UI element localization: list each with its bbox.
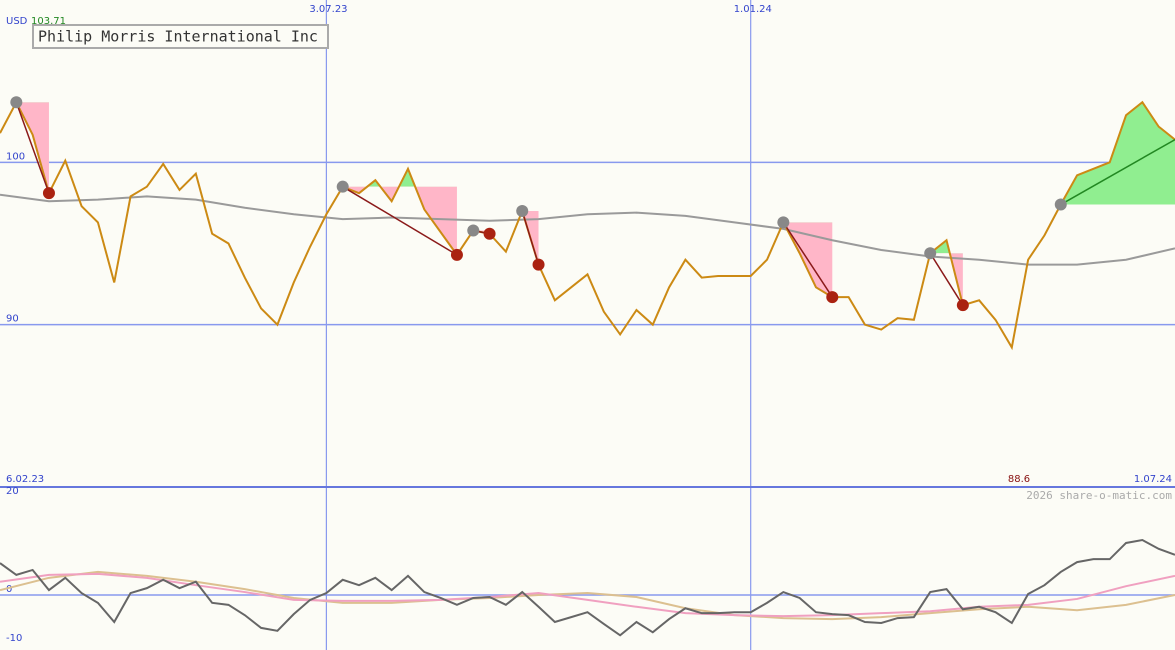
signal-line <box>1060 138 1175 206</box>
exit-dot <box>42 187 55 200</box>
signal-area <box>342 186 457 255</box>
currency: USD <box>6 16 28 27</box>
series-line <box>0 538 1175 637</box>
low-label: 88.6 <box>1008 474 1030 485</box>
entry-dot <box>1054 198 1067 211</box>
entry-dot <box>516 205 529 218</box>
title: Philip Morris International Inc <box>38 28 318 46</box>
signal-area <box>16 102 49 194</box>
high-label: 103.71 <box>31 16 66 27</box>
signal-line <box>929 252 964 306</box>
exit-dot <box>483 227 496 240</box>
y-tick-label: -10 <box>6 633 22 644</box>
series-line <box>0 100 1175 351</box>
x-tick-label: 1.01.24 <box>734 4 772 15</box>
exit-dot <box>532 258 545 271</box>
signal-area <box>1060 102 1175 205</box>
x-tick-label: 1.07.24 <box>1134 474 1172 485</box>
entry-dot <box>336 180 349 193</box>
series-line <box>0 193 1175 266</box>
title-box <box>32 24 329 49</box>
entry-dot <box>10 96 23 109</box>
exit-dot <box>826 291 839 304</box>
entry-dot <box>924 247 937 260</box>
signal-line <box>342 186 458 256</box>
exit-dot <box>450 248 463 261</box>
signal-line <box>15 102 50 194</box>
y-tick-label: 20 <box>6 486 19 497</box>
entry-dot <box>467 224 480 237</box>
x-tick-label: 3.07.23 <box>309 4 347 15</box>
signal-line <box>782 221 833 298</box>
signal-area <box>930 253 963 306</box>
y-tick-label: 0 <box>6 584 12 595</box>
signal-area <box>930 240 963 254</box>
entry-dot <box>777 216 790 229</box>
y-tick-label: 100 <box>6 151 25 162</box>
x-tick-label: 6.02.23 <box>6 474 44 485</box>
credit: 2026 share-o-matic.com <box>1026 489 1172 502</box>
signal-line <box>521 210 540 265</box>
exit-dot <box>956 299 969 312</box>
y-tick-label: 90 <box>6 314 19 325</box>
